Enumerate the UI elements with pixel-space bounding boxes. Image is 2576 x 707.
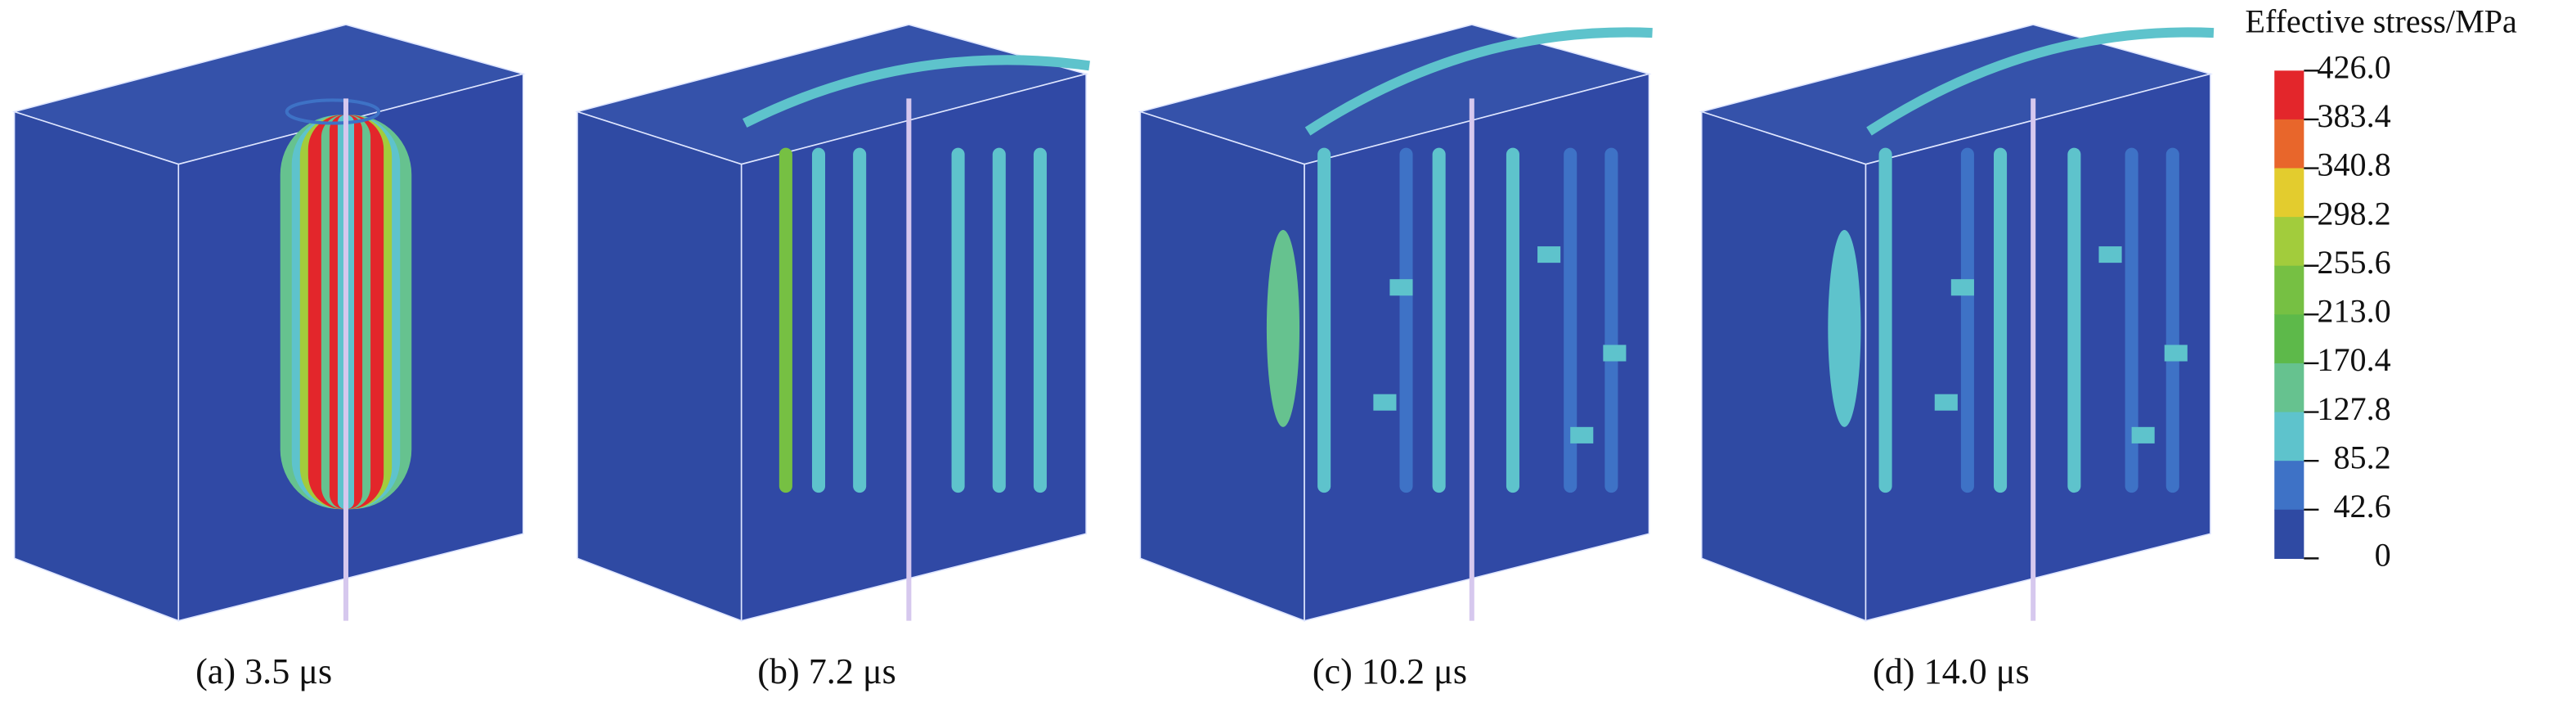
block-left-face (13, 110, 180, 622)
panel-caption: (b) 7.2 μs (757, 651, 896, 691)
colorbar-band (2274, 119, 2304, 169)
stress-strip (2165, 147, 2179, 493)
colorbar-band (2274, 70, 2304, 120)
stress-ring (285, 98, 381, 125)
stress-arc (1866, 27, 2215, 136)
stress-strip (1994, 147, 2008, 493)
stress-patch (1389, 279, 1413, 296)
colorbar-label: 170.4 (2317, 341, 2390, 378)
colorbar-band (2274, 168, 2304, 218)
stress-patch (1537, 246, 1561, 263)
block-front-face (1865, 73, 2211, 622)
colorbar-label: 0 (2375, 537, 2391, 574)
stress-strip (1604, 147, 1618, 493)
stress-strip (1399, 147, 1413, 493)
panel-caption: (d) 14.0 μs (1873, 651, 2030, 691)
block-left-face (577, 110, 743, 622)
colorbar-band (2274, 363, 2304, 413)
stress-patch (1266, 229, 1300, 427)
stress-strip (853, 147, 867, 493)
stress-patch (2131, 426, 2155, 444)
colorbar-label: 127.8 (2317, 390, 2390, 427)
stress-patch (1373, 394, 1397, 411)
colorbar-band (2274, 217, 2304, 267)
stress-strip (1432, 147, 1446, 493)
colorbar-band (2274, 314, 2304, 364)
colorbar-band (2274, 461, 2304, 511)
colorbar-band (2274, 412, 2304, 462)
panel-caption: (a) 3.5 μs (195, 651, 332, 691)
colorbar-label: 340.8 (2317, 146, 2390, 183)
stress-patch (2098, 246, 2122, 263)
stress-strip (992, 147, 1006, 493)
stress-strip (1878, 147, 1892, 493)
colorbar-label: 85.2 (2333, 439, 2390, 475)
colorbar-label: 213.0 (2317, 293, 2390, 330)
stress-patch (2164, 344, 2188, 362)
stress-block: (c) 10.2 μs (1138, 24, 1653, 691)
colorbar-title: Effective stress/MPa (2245, 2, 2517, 39)
stress-strip (2067, 147, 2081, 493)
stress-block: (a) 3.5 μs (11, 24, 526, 691)
colorbar-label: 255.6 (2317, 244, 2390, 281)
block-front-face (1304, 73, 1650, 622)
stress-strip (811, 147, 826, 493)
stress-strip (2125, 147, 2138, 493)
stress-block: (d) 14.0 μs (1699, 24, 2215, 691)
colorbar-band (2274, 509, 2304, 559)
stress-strip (1317, 147, 1331, 493)
stress-block: (b) 7.2 μs (575, 24, 1090, 691)
colorbar-label: 383.4 (2317, 97, 2390, 134)
stress-strip (1960, 147, 1974, 493)
stress-strip (779, 147, 792, 493)
stress-strip (1564, 147, 1577, 493)
colorbar-label: 42.6 (2333, 488, 2390, 525)
colorbar-band (2274, 265, 2304, 315)
stress-patch (1950, 279, 1974, 296)
stress-strip (1506, 147, 1519, 493)
stress-arc (742, 55, 1090, 128)
colorbar-label: 426.0 (2317, 49, 2390, 86)
stress-arc (1304, 27, 1653, 136)
stress-strip (1033, 147, 1047, 493)
panel-caption: (c) 10.2 μs (1313, 651, 1467, 691)
stress-patch (1828, 229, 1861, 427)
stress-patch (1934, 394, 1958, 411)
stress-patch (1570, 426, 1594, 444)
stress-strip (951, 147, 965, 493)
stress-patch (1603, 344, 1627, 362)
colorbar-label: 298.2 (2317, 195, 2390, 232)
